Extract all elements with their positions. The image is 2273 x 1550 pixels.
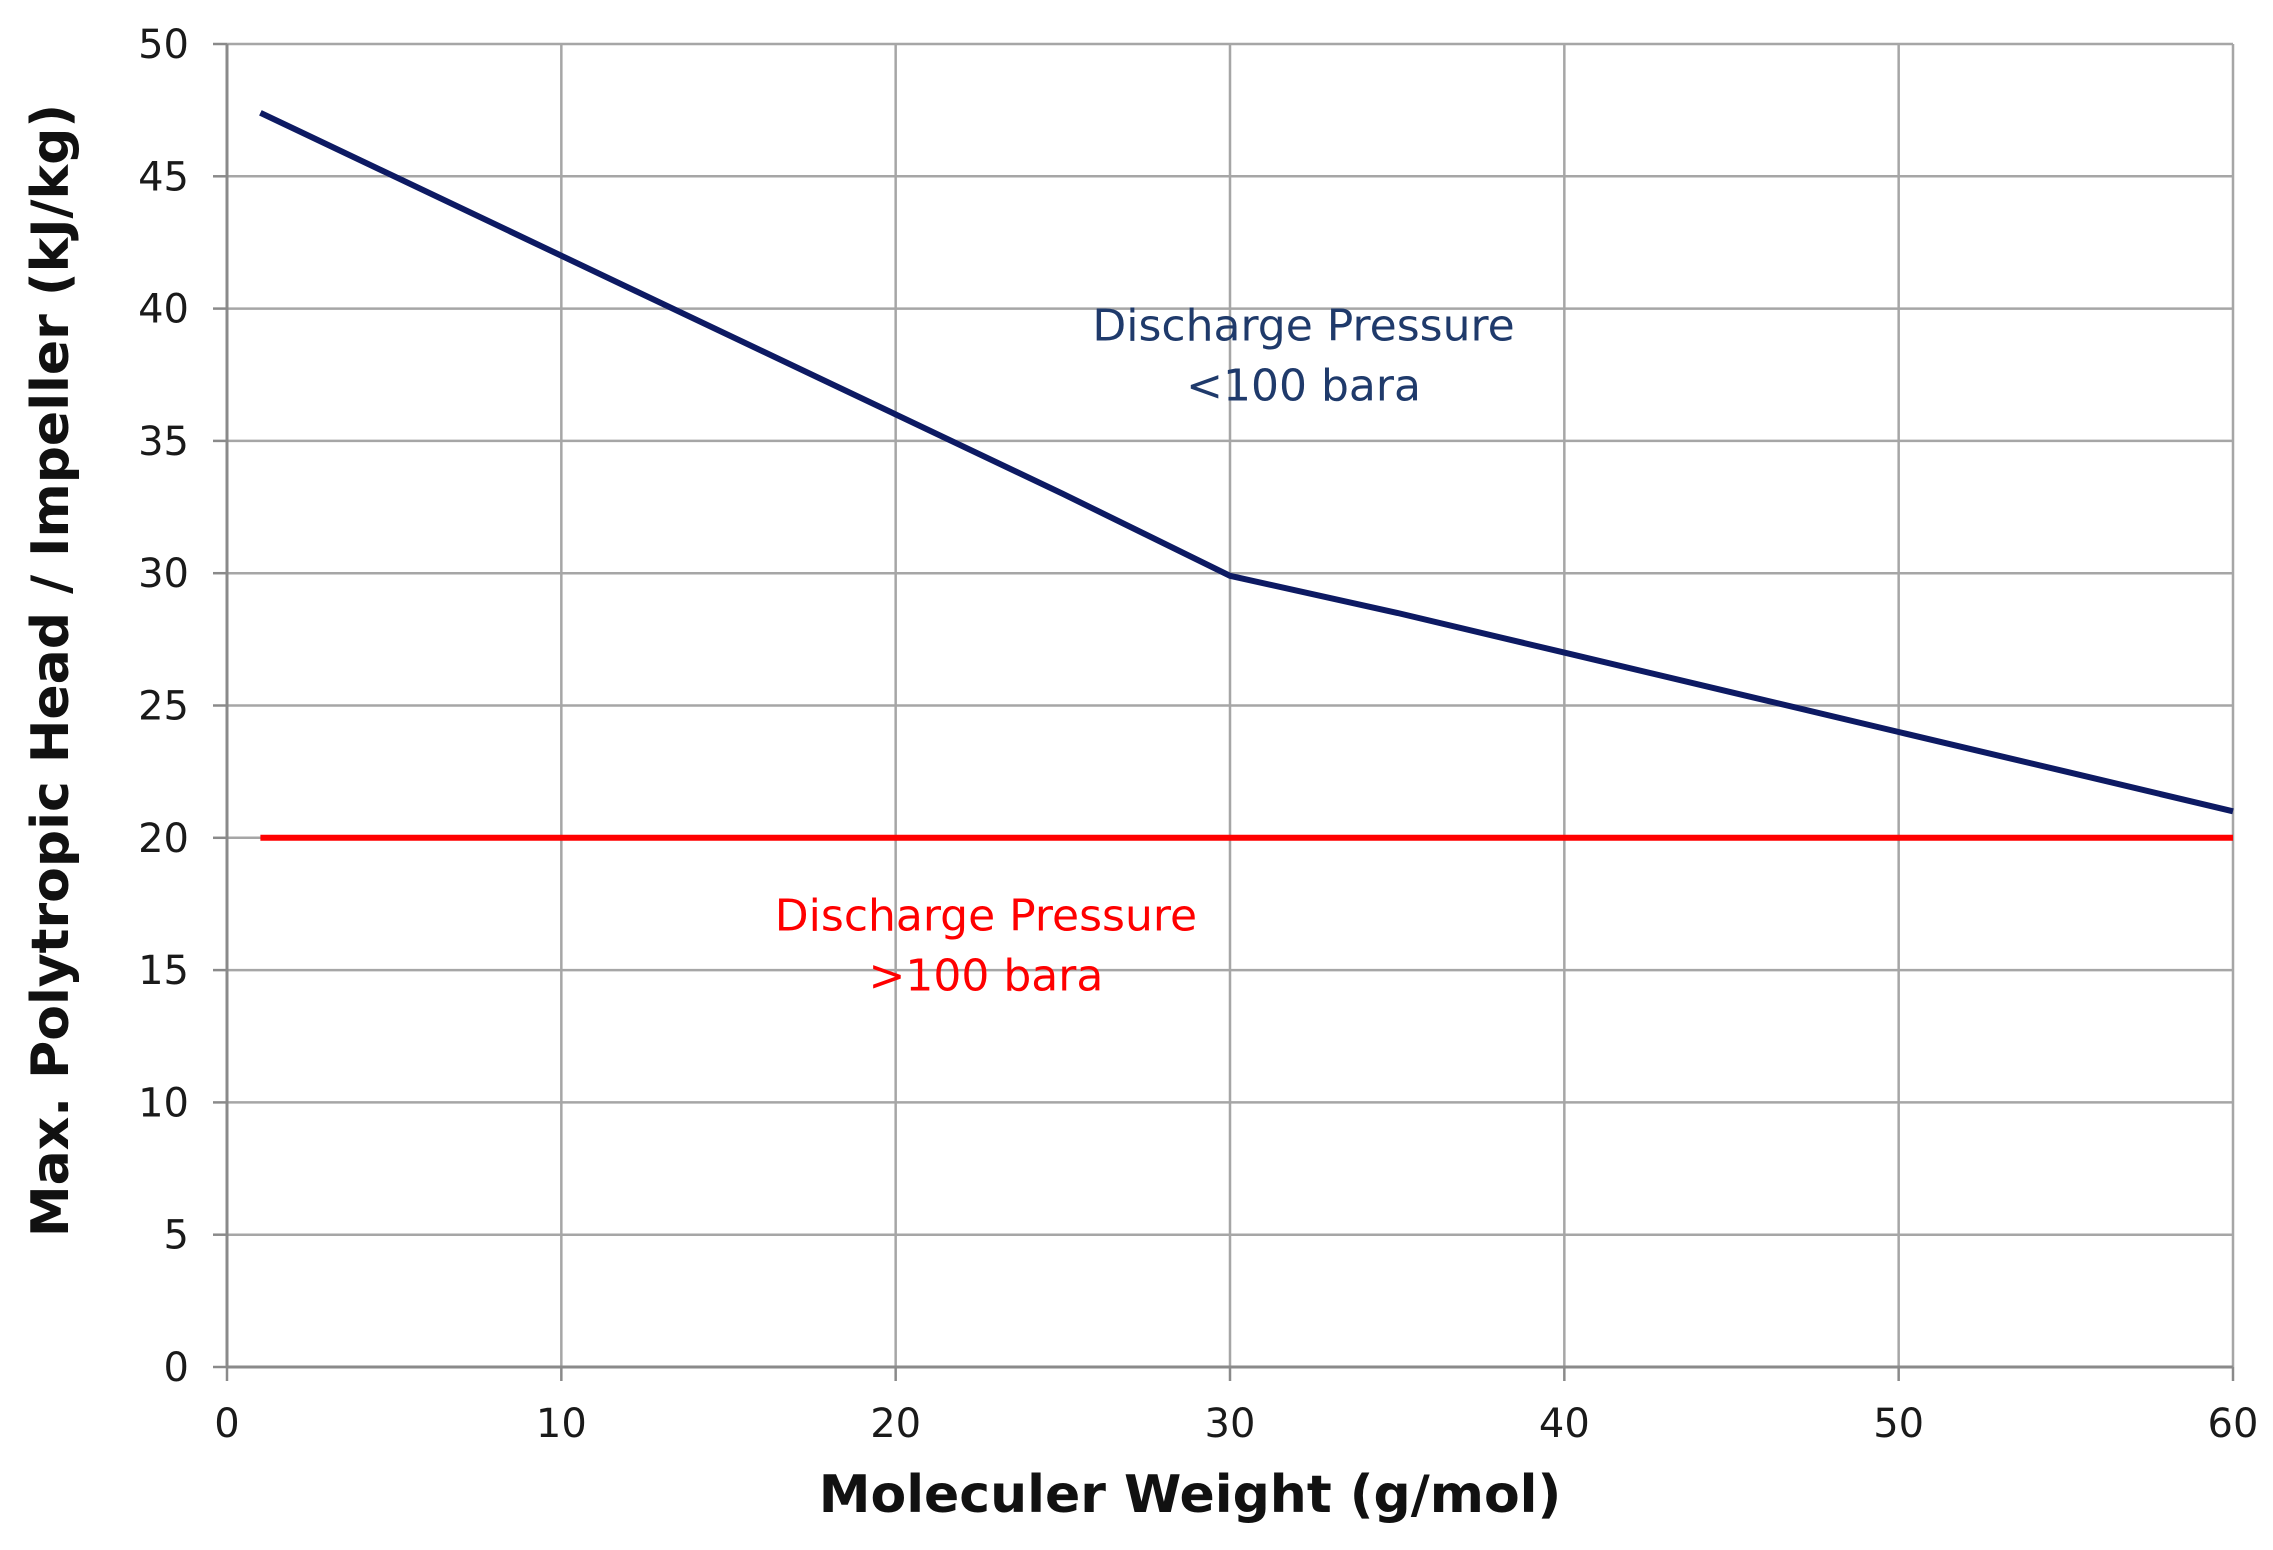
x-tick-label: 20 [870, 1401, 921, 1447]
x-axis-title: Moleculer Weight (g/mol) [819, 1465, 1562, 1525]
y-tick-label: 35 [138, 419, 189, 465]
y-tick-label: 15 [138, 948, 189, 994]
x-tick-label: 60 [2208, 1401, 2259, 1447]
y-tick-label: 30 [138, 551, 189, 597]
annotation-line2: >100 bara [869, 950, 1104, 1001]
x-tick-label: 40 [1539, 1401, 1590, 1447]
y-tick-label: 25 [138, 684, 189, 730]
annotation-line2: <100 bara [1186, 360, 1421, 411]
y-tick-label: 0 [164, 1345, 189, 1391]
y-tick-label: 5 [164, 1213, 189, 1259]
x-tick-label: 10 [536, 1401, 587, 1447]
y-tick-label: 20 [138, 816, 189, 862]
y-axis-title: Max. Polytropic Head / Impeller (kJ/kg) [21, 104, 81, 1237]
y-tick-label: 45 [138, 154, 189, 200]
x-tick-label: 0 [214, 1401, 239, 1447]
x-tick-label: 30 [1205, 1401, 1256, 1447]
y-tick-label: 10 [138, 1080, 189, 1126]
series-line-below-100-bara [259, 110, 2234, 815]
x-tick-label: 50 [1873, 1401, 1924, 1447]
axes [213, 42, 2235, 1381]
annotation-line1: Discharge Pressure [775, 890, 1197, 941]
y-tick-label: 40 [138, 287, 189, 333]
annotation-line1: Discharge Pressure [1092, 300, 1514, 351]
y-tick-label: 50 [138, 22, 189, 68]
annotations: Discharge Pressure <100 bara Discharge Pre… [775, 300, 1515, 1001]
tick-labels: 0 5 10 15 20 25 30 35 40 45 50 0 10 20 30 40 50 60 [138, 22, 2258, 1447]
series-group [259, 110, 2234, 841]
